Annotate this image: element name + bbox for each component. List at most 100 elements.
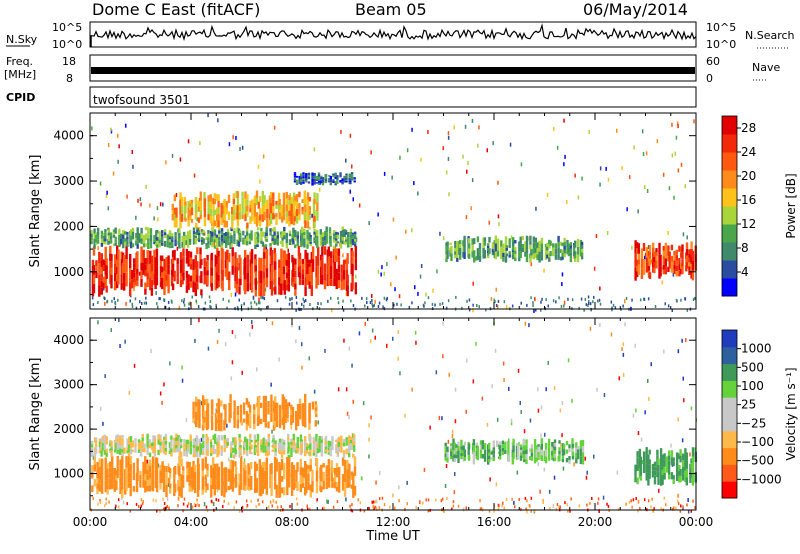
region-1-cell	[285, 238, 288, 244]
region-2-cell	[263, 195, 266, 204]
region-2-cell	[258, 220, 262, 227]
region-2-cell	[278, 423, 282, 429]
region-0-cell	[178, 466, 181, 477]
noise-cell	[621, 166, 623, 171]
region-1-cell	[159, 438, 162, 442]
ground-scatter-cell	[476, 304, 478, 307]
region-1-cell	[290, 447, 293, 451]
ground-scatter-cell	[427, 296, 430, 300]
region-0-cell	[180, 474, 183, 483]
region-1-cell	[149, 234, 153, 242]
region-1-cell	[232, 437, 235, 440]
freq-strip-trace	[91, 67, 695, 74]
region-5-cell	[634, 267, 637, 281]
region-4-cell	[679, 455, 682, 463]
region-0-cell	[348, 475, 351, 482]
region-3-cell	[321, 182, 325, 186]
region-1-cell	[156, 237, 159, 241]
region-5-cell	[655, 248, 658, 253]
region-0-cell	[352, 485, 355, 498]
search-tick-bottom: 10^0	[706, 38, 736, 51]
region-4-cell	[521, 248, 524, 252]
region-0-cell	[254, 461, 257, 473]
region-0-cell	[212, 457, 215, 468]
region-0-cell	[343, 482, 347, 490]
noise-cell	[442, 354, 444, 359]
region-0-cell	[121, 489, 124, 498]
region-2-cell	[189, 200, 192, 204]
region-0-cell	[150, 271, 154, 280]
region-4-cell	[672, 461, 675, 467]
region-1-cell	[343, 233, 346, 237]
region-1-cell	[318, 444, 321, 449]
region-3-cell	[334, 172, 337, 175]
ground-scatter-cell	[320, 302, 322, 306]
region-1-cell	[341, 240, 344, 245]
ground-scatter-cell	[323, 506, 326, 510]
region-2-cell	[233, 400, 236, 408]
ground-scatter-cell	[359, 501, 362, 505]
ground-scatter-cell	[135, 503, 138, 506]
region-1-cell	[159, 434, 162, 439]
region-1-cell	[156, 229, 159, 234]
region-5-cell	[678, 264, 681, 271]
ground-scatter-cell	[253, 300, 256, 304]
region-0-cell	[185, 248, 189, 257]
region-1-cell	[192, 451, 195, 455]
noise-cell	[301, 342, 303, 347]
region-3-cell	[343, 178, 346, 181]
colorbar-swatch	[722, 380, 737, 398]
region-1-cell	[232, 447, 235, 451]
region-4-cell	[540, 237, 544, 244]
noise-cell	[596, 387, 598, 392]
region-0-cell	[249, 251, 252, 260]
noise-cell	[318, 187, 321, 192]
noise-cell	[553, 386, 556, 391]
region-0-cell	[352, 472, 355, 486]
region-1-cell	[265, 235, 268, 239]
region-0-cell	[333, 474, 337, 482]
region-0-cell	[132, 468, 136, 475]
ground-scatter-cell	[431, 302, 434, 306]
ground-scatter-cell	[386, 296, 388, 300]
ground-scatter-cell	[468, 298, 471, 302]
region-3-cell	[529, 456, 532, 460]
ground-scatter-cell	[261, 500, 264, 504]
region-0-cell	[174, 483, 177, 493]
noise-cell	[438, 415, 441, 420]
region-3-cell	[504, 445, 507, 450]
region-3-cell	[343, 175, 346, 179]
region-4-cell	[473, 256, 476, 263]
colorbar-tick-label: 500	[741, 360, 764, 374]
region-1-cell	[296, 235, 299, 239]
noise-cell	[200, 401, 203, 406]
region-0-cell	[216, 247, 219, 256]
region-0-cell	[346, 285, 349, 297]
region-1-cell	[118, 435, 122, 439]
region-1-cell	[189, 447, 192, 455]
nave-tick-bottom: 0	[706, 72, 713, 85]
region-4-cell	[651, 463, 655, 471]
region-1-cell	[281, 231, 284, 235]
region-0-cell	[294, 270, 297, 278]
region-0-cell	[110, 260, 113, 268]
region-1-cell	[256, 433, 260, 442]
region-0-cell	[117, 249, 120, 262]
region-4-cell	[691, 456, 695, 467]
region-4-cell	[563, 245, 566, 250]
region-0-cell	[265, 466, 268, 477]
ground-scatter-cell	[502, 501, 504, 505]
region-2-cell	[275, 216, 278, 221]
region-3-cell	[299, 179, 303, 182]
region-3-cell	[488, 449, 491, 453]
region-4-cell	[670, 450, 674, 458]
region-2-cell	[308, 418, 311, 424]
date-label: 06/May/2014	[583, 0, 688, 19]
region-1-cell	[183, 451, 186, 457]
ground-scatter-cell	[447, 299, 450, 303]
region-2-cell	[282, 192, 286, 200]
region-4-cell	[512, 241, 515, 246]
region-0-cell	[161, 255, 164, 262]
region-2-cell	[192, 410, 195, 415]
region-4-cell	[563, 253, 566, 258]
